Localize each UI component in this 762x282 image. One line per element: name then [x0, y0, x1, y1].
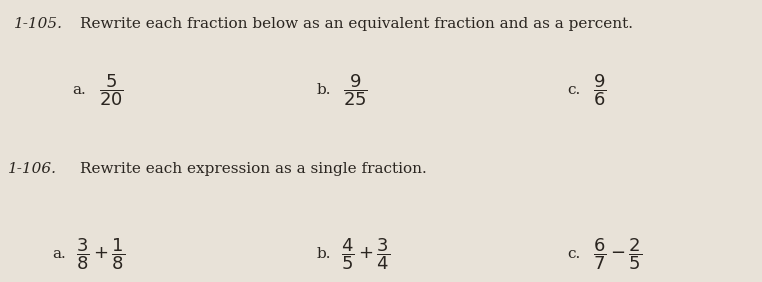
Text: Rewrite each fraction below as an equivalent fraction and as a percent.: Rewrite each fraction below as an equiva…	[80, 17, 633, 31]
Text: $\dfrac{9}{6}$: $\dfrac{9}{6}$	[593, 72, 607, 108]
Text: b.: b.	[316, 83, 331, 97]
Text: c.: c.	[568, 247, 581, 261]
Text: $\dfrac{4}{5}+\dfrac{3}{4}$: $\dfrac{4}{5}+\dfrac{3}{4}$	[341, 236, 391, 272]
Text: $\dfrac{5}{20}$: $\dfrac{5}{20}$	[99, 72, 124, 108]
Text: a.: a.	[72, 83, 86, 97]
Text: $\dfrac{9}{25}$: $\dfrac{9}{25}$	[343, 72, 368, 108]
Text: a.: a.	[52, 247, 66, 261]
Text: 1-106.: 1-106.	[8, 162, 56, 176]
Text: b.: b.	[316, 247, 331, 261]
Text: $\dfrac{6}{7}-\dfrac{2}{5}$: $\dfrac{6}{7}-\dfrac{2}{5}$	[593, 236, 642, 272]
Text: $\dfrac{3}{8}+\dfrac{1}{8}$: $\dfrac{3}{8}+\dfrac{1}{8}$	[76, 236, 126, 272]
Text: c.: c.	[568, 83, 581, 97]
Text: Rewrite each expression as a single fraction.: Rewrite each expression as a single frac…	[80, 162, 427, 176]
Text: 1-105.: 1-105.	[14, 17, 62, 31]
